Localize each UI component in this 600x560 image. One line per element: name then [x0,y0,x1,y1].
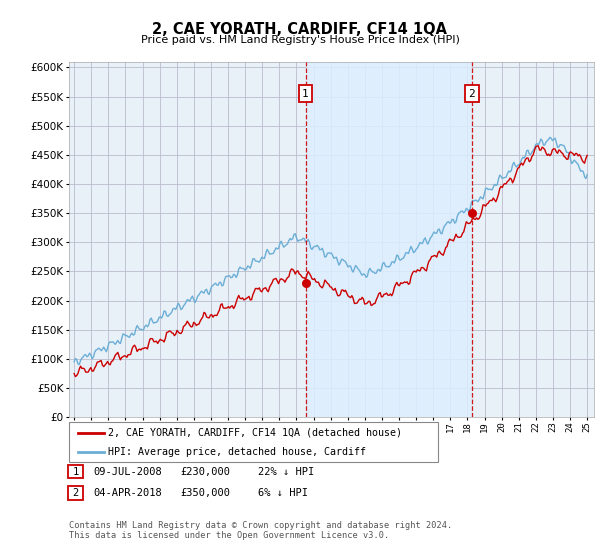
Text: 2: 2 [73,488,79,498]
Text: HPI: Average price, detached house, Cardiff: HPI: Average price, detached house, Card… [108,447,366,458]
Text: 2: 2 [469,88,475,99]
Text: 1: 1 [73,466,79,477]
Text: 2, CAE YORATH, CARDIFF, CF14 1QA (detached house): 2, CAE YORATH, CARDIFF, CF14 1QA (detach… [108,428,402,438]
Point [467,209,476,218]
Text: 04-APR-2018: 04-APR-2018 [93,488,162,498]
Text: 2, CAE YORATH, CARDIFF, CF14 1QA: 2, CAE YORATH, CARDIFF, CF14 1QA [152,22,448,38]
Text: 6% ↓ HPI: 6% ↓ HPI [258,488,308,498]
Text: £350,000: £350,000 [180,488,230,498]
Text: Price paid vs. HM Land Registry's House Price Index (HPI): Price paid vs. HM Land Registry's House … [140,35,460,45]
Bar [305,62,472,417]
Text: 1: 1 [302,88,309,99]
Text: 22% ↓ HPI: 22% ↓ HPI [258,466,314,477]
Text: Contains HM Land Registry data © Crown copyright and database right 2024.
This d: Contains HM Land Registry data © Crown c… [69,521,452,540]
Text: 09-JUL-2008: 09-JUL-2008 [93,466,162,477]
Text: £230,000: £230,000 [180,466,230,477]
Point [301,279,310,288]
